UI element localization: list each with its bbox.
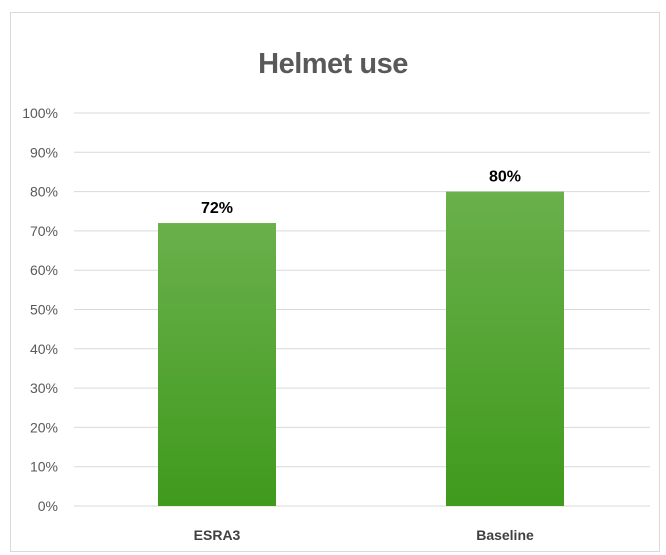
y-tick-label: 10% — [30, 459, 58, 475]
x-category-label: Baseline — [476, 527, 534, 543]
data-label: 80% — [489, 169, 521, 186]
y-tick-label: 70% — [30, 223, 58, 239]
y-tick-label: 60% — [30, 262, 58, 278]
x-category-label: ESRA3 — [194, 527, 241, 543]
y-tick-label: 40% — [30, 341, 58, 357]
y-tick-label: 100% — [22, 105, 58, 121]
y-tick-label: 0% — [38, 498, 58, 514]
data-label: 72% — [201, 200, 233, 217]
y-tick-label: 50% — [30, 302, 58, 318]
y-tick-label: 80% — [30, 184, 58, 200]
bar-baseline — [446, 192, 564, 506]
y-tick-label: 20% — [30, 419, 58, 435]
bar-esra3 — [158, 223, 276, 506]
y-tick-label: 30% — [30, 380, 58, 396]
y-tick-label: 90% — [30, 144, 58, 160]
